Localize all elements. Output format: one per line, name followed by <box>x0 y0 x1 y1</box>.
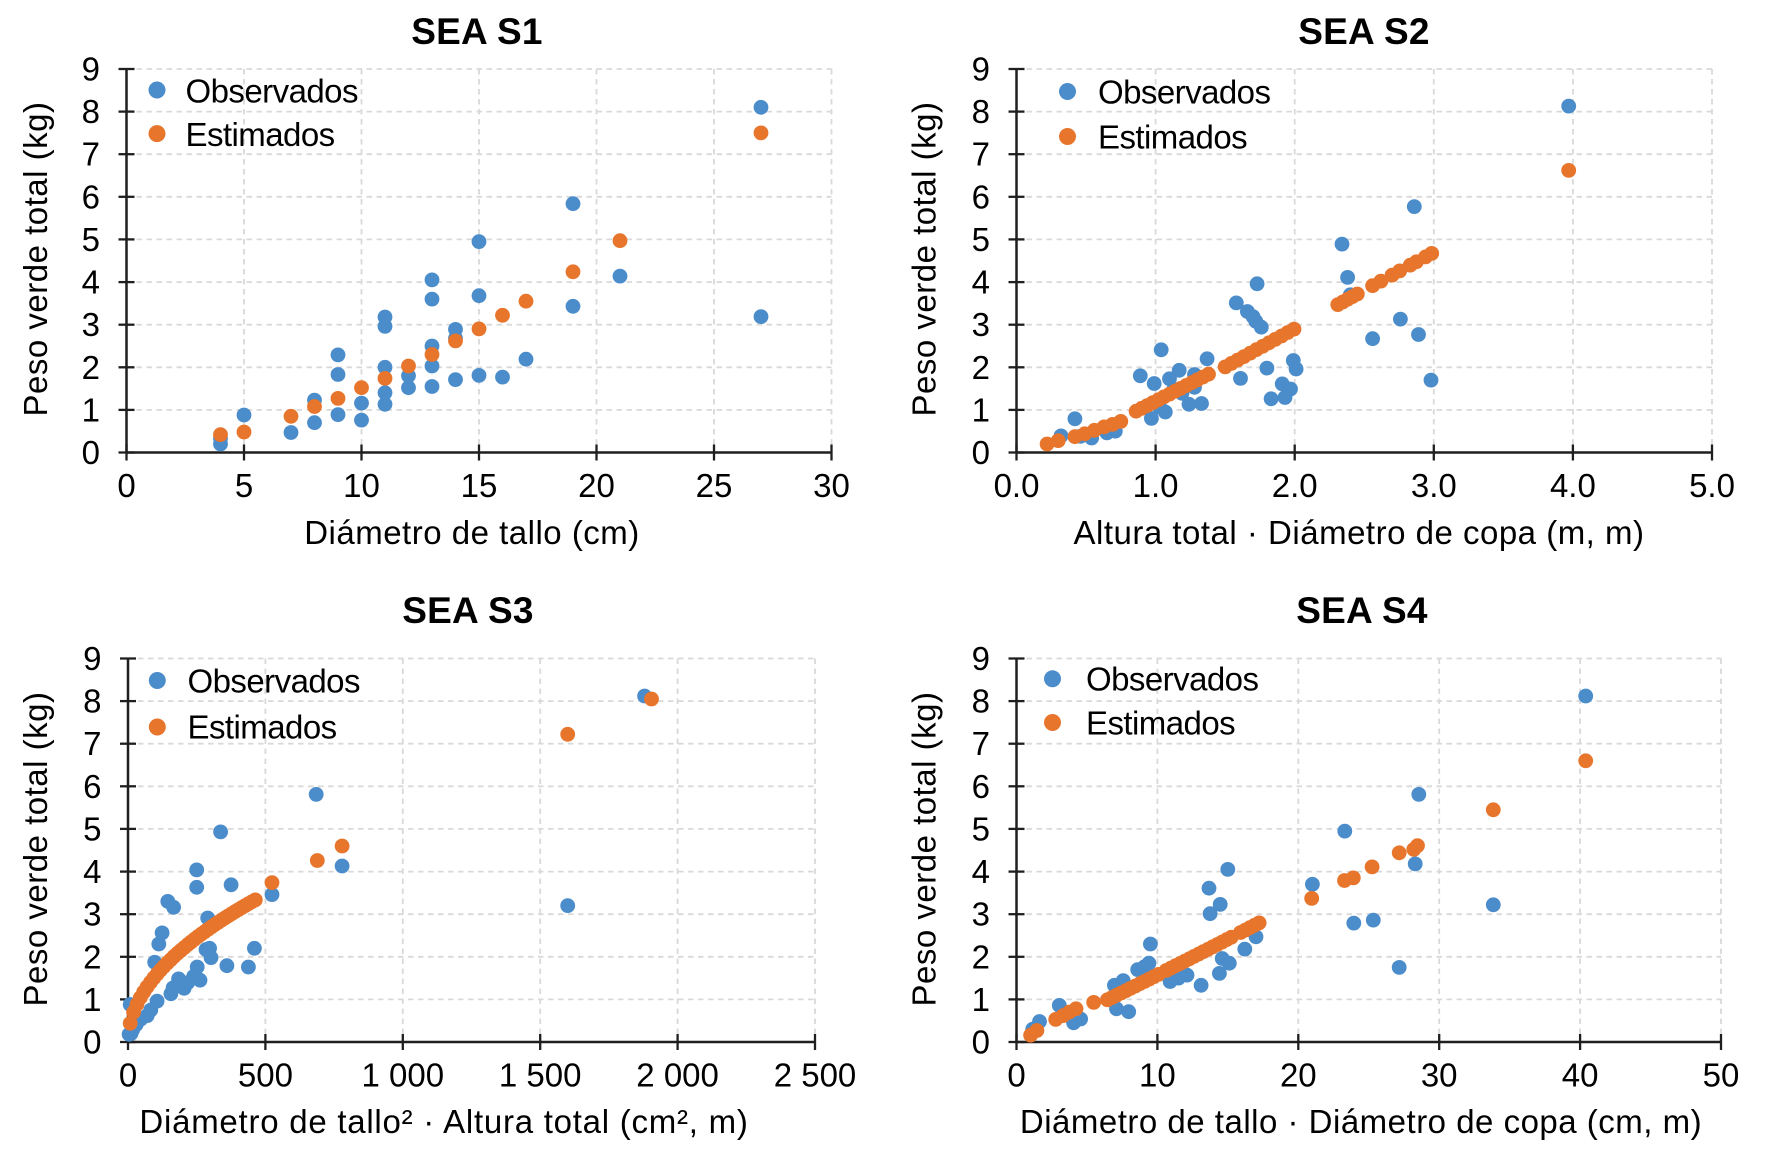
svg-text:Peso verde total (kg): Peso verde total (kg) <box>17 692 54 1007</box>
svg-text:1.0: 1.0 <box>1133 467 1179 504</box>
svg-text:Observados: Observados <box>1086 661 1258 698</box>
svg-text:SEA S2: SEA S2 <box>1298 11 1429 52</box>
svg-text:Estimados: Estimados <box>1086 705 1235 742</box>
svg-text:9: 9 <box>972 640 990 677</box>
svg-text:2: 2 <box>83 938 101 975</box>
svg-text:SEA S3: SEA S3 <box>402 590 533 631</box>
svg-text:Altura total · Diámetro de cop: Altura total · Diámetro de copa (m, m) <box>1073 514 1644 551</box>
svg-text:1: 1 <box>83 981 101 1018</box>
svg-text:Diámetro de tallo · Diámetro d: Diámetro de tallo · Diámetro de copa (cm… <box>1020 1103 1702 1140</box>
svg-text:6: 6 <box>972 178 990 215</box>
svg-text:0: 0 <box>972 1024 990 1061</box>
svg-text:Observados: Observados <box>188 662 360 699</box>
svg-text:Estimados: Estimados <box>186 116 335 153</box>
svg-text:8: 8 <box>83 683 101 720</box>
svg-text:Peso verde total (kg): Peso verde total (kg) <box>906 692 943 1007</box>
svg-text:2.0: 2.0 <box>1272 467 1318 504</box>
svg-text:0.0: 0.0 <box>994 467 1040 504</box>
svg-text:10: 10 <box>1139 1057 1176 1094</box>
svg-text:1: 1 <box>972 391 990 428</box>
svg-text:8: 8 <box>972 93 990 130</box>
svg-text:3: 3 <box>83 896 101 933</box>
svg-text:5.0: 5.0 <box>1689 467 1735 504</box>
svg-text:2: 2 <box>82 349 100 386</box>
svg-text:2: 2 <box>972 349 990 386</box>
svg-text:15: 15 <box>461 467 498 504</box>
svg-text:8: 8 <box>82 93 100 130</box>
svg-text:9: 9 <box>972 51 990 88</box>
svg-text:0: 0 <box>1007 1057 1025 1094</box>
svg-text:2 000: 2 000 <box>636 1057 719 1094</box>
svg-text:0: 0 <box>82 434 100 471</box>
svg-text:1 000: 1 000 <box>362 1057 445 1094</box>
svg-text:10: 10 <box>343 467 380 504</box>
svg-text:30: 30 <box>813 467 850 504</box>
svg-text:Peso verde total (kg): Peso verde total (kg) <box>906 102 943 417</box>
svg-text:SEA S4: SEA S4 <box>1296 590 1428 631</box>
svg-text:Estimados: Estimados <box>1098 119 1247 156</box>
svg-text:4: 4 <box>82 264 100 301</box>
svg-text:Observados: Observados <box>1098 74 1270 111</box>
svg-text:2 500: 2 500 <box>774 1057 857 1094</box>
svg-text:Estimados: Estimados <box>188 709 337 746</box>
svg-text:9: 9 <box>82 51 100 88</box>
svg-text:5: 5 <box>235 467 253 504</box>
svg-text:0: 0 <box>117 467 135 504</box>
svg-text:7: 7 <box>82 136 100 173</box>
svg-text:3: 3 <box>972 306 990 343</box>
svg-text:5: 5 <box>972 221 990 258</box>
svg-text:3.0: 3.0 <box>1411 467 1457 504</box>
svg-text:Diámetro de tallo² · Altura to: Diámetro de tallo² · Altura total (cm², … <box>139 1103 748 1140</box>
svg-text:0: 0 <box>972 434 990 471</box>
svg-text:3: 3 <box>972 896 990 933</box>
svg-text:1 500: 1 500 <box>499 1057 582 1094</box>
svg-text:Observados: Observados <box>186 73 358 110</box>
svg-text:20: 20 <box>1280 1057 1317 1094</box>
svg-text:6: 6 <box>82 178 100 215</box>
svg-text:Diámetro de tallo (cm): Diámetro de tallo (cm) <box>304 514 640 551</box>
svg-text:6: 6 <box>83 768 101 805</box>
svg-text:5: 5 <box>83 810 101 847</box>
svg-text:7: 7 <box>972 136 990 173</box>
svg-text:Peso verde total (kg): Peso verde total (kg) <box>17 102 54 417</box>
svg-text:500: 500 <box>238 1057 293 1094</box>
svg-text:4: 4 <box>972 264 990 301</box>
svg-text:1: 1 <box>82 391 100 428</box>
svg-text:40: 40 <box>1562 1057 1599 1094</box>
svg-text:9: 9 <box>83 640 101 677</box>
svg-text:4.0: 4.0 <box>1550 467 1596 504</box>
svg-text:6: 6 <box>972 768 990 805</box>
svg-text:SEA S1: SEA S1 <box>411 11 542 52</box>
svg-text:25: 25 <box>696 467 733 504</box>
svg-text:30: 30 <box>1421 1057 1458 1094</box>
svg-text:5: 5 <box>972 810 990 847</box>
svg-text:1: 1 <box>972 981 990 1018</box>
svg-text:2: 2 <box>972 938 990 975</box>
svg-text:5: 5 <box>82 221 100 258</box>
svg-text:7: 7 <box>972 725 990 762</box>
svg-text:4: 4 <box>83 853 101 890</box>
svg-text:50: 50 <box>1703 1057 1740 1094</box>
svg-text:0: 0 <box>119 1057 137 1094</box>
svg-text:3: 3 <box>82 306 100 343</box>
svg-text:7: 7 <box>83 725 101 762</box>
svg-text:0: 0 <box>83 1024 101 1061</box>
svg-text:20: 20 <box>578 467 615 504</box>
svg-text:4: 4 <box>972 853 990 890</box>
svg-text:8: 8 <box>972 683 990 720</box>
